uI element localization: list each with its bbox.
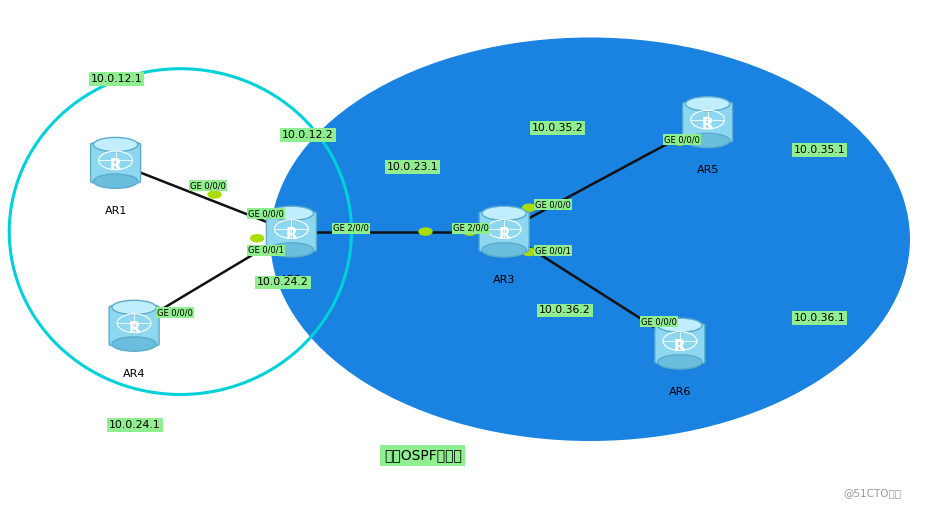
- Ellipse shape: [269, 243, 314, 257]
- Text: 10.0.23.1: 10.0.23.1: [387, 162, 438, 172]
- Text: AR3: AR3: [493, 275, 515, 285]
- Text: AR1: AR1: [105, 206, 127, 216]
- Text: GE 0/0/0: GE 0/0/0: [664, 135, 700, 145]
- Text: GE 2/0/0: GE 2/0/0: [333, 223, 369, 233]
- Ellipse shape: [93, 174, 138, 188]
- Text: 10.0.24.1: 10.0.24.1: [109, 420, 161, 430]
- Text: 10.0.35.2: 10.0.35.2: [532, 123, 584, 133]
- Text: R: R: [499, 227, 510, 242]
- Text: GE 0/0/0: GE 0/0/0: [641, 317, 677, 326]
- Text: GE 0/0/0: GE 0/0/0: [535, 200, 571, 209]
- Text: AR5: AR5: [697, 165, 719, 176]
- Text: 10.0.12.2: 10.0.12.2: [282, 130, 334, 140]
- Text: R: R: [702, 117, 713, 132]
- Circle shape: [463, 228, 476, 235]
- FancyBboxPatch shape: [655, 324, 705, 363]
- FancyBboxPatch shape: [266, 212, 316, 251]
- Text: R: R: [286, 227, 297, 242]
- Text: 10.0.36.1: 10.0.36.1: [794, 313, 845, 323]
- Text: R: R: [110, 158, 121, 173]
- Text: 10.0.36.2: 10.0.36.2: [539, 305, 591, 316]
- Circle shape: [673, 138, 686, 145]
- Circle shape: [251, 235, 264, 242]
- Circle shape: [208, 191, 221, 198]
- FancyBboxPatch shape: [479, 212, 529, 251]
- Text: GE 0/0/1: GE 0/0/1: [535, 246, 571, 256]
- Text: 10.0.35.1: 10.0.35.1: [794, 145, 845, 155]
- Text: GE 0/0/0: GE 0/0/0: [248, 209, 284, 218]
- Circle shape: [523, 248, 536, 256]
- Circle shape: [523, 204, 536, 211]
- Text: @51CTO博客: @51CTO博客: [844, 488, 902, 498]
- Text: 10.0.24.2: 10.0.24.2: [257, 277, 309, 288]
- FancyBboxPatch shape: [91, 143, 141, 183]
- Ellipse shape: [658, 355, 702, 369]
- Text: GE 0/0/0: GE 0/0/0: [157, 308, 193, 317]
- Ellipse shape: [685, 97, 730, 111]
- Ellipse shape: [482, 243, 526, 257]
- Ellipse shape: [269, 206, 314, 220]
- Ellipse shape: [271, 38, 909, 440]
- Ellipse shape: [93, 137, 138, 152]
- Text: 10.0.12.1: 10.0.12.1: [91, 74, 142, 84]
- Ellipse shape: [658, 318, 702, 332]
- Text: AR4: AR4: [123, 369, 145, 379]
- FancyBboxPatch shape: [683, 102, 733, 142]
- Circle shape: [652, 320, 665, 327]
- FancyBboxPatch shape: [109, 306, 159, 346]
- Text: GE 0/0/0: GE 0/0/0: [190, 181, 226, 190]
- Text: GE 2/0/0: GE 2/0/0: [453, 223, 489, 233]
- Text: AR2: AR2: [280, 275, 302, 285]
- Text: 配置OSPF的认证: 配置OSPF的认证: [384, 448, 462, 463]
- Text: AR6: AR6: [669, 387, 691, 397]
- Text: R: R: [674, 338, 685, 354]
- Ellipse shape: [112, 337, 156, 351]
- Ellipse shape: [112, 300, 156, 315]
- Circle shape: [419, 228, 432, 235]
- Ellipse shape: [685, 133, 730, 148]
- Text: R: R: [129, 321, 140, 336]
- Text: GE 0/0/1: GE 0/0/1: [248, 246, 284, 255]
- Ellipse shape: [482, 206, 526, 220]
